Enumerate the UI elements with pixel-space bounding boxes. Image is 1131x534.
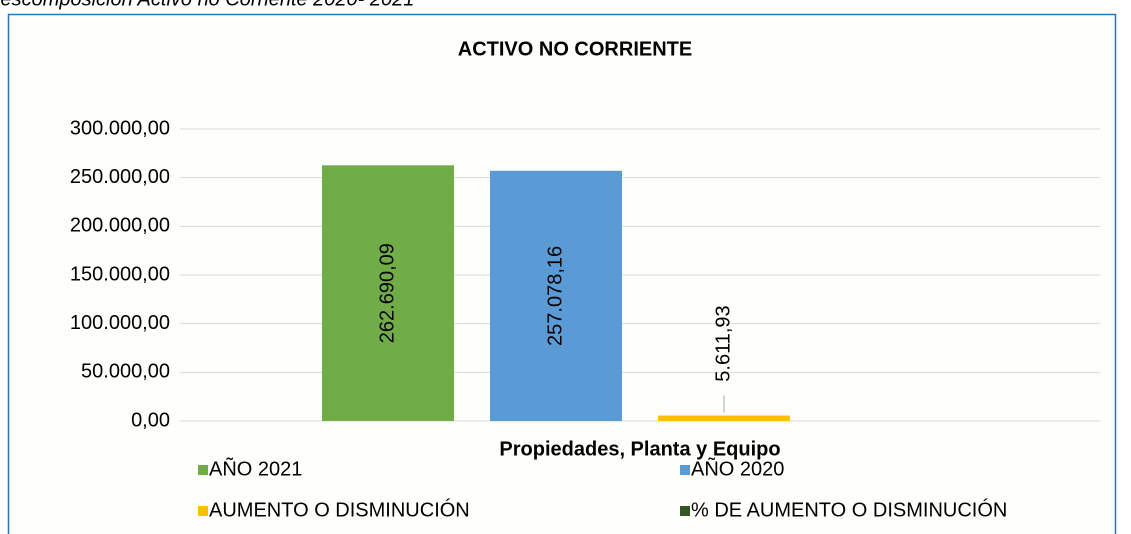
bar — [658, 415, 790, 421]
legend-swatch — [198, 465, 208, 475]
data-label: 262.690,09 — [376, 243, 398, 343]
bar — [322, 165, 454, 421]
legend-label: AÑO 2021 — [209, 456, 302, 480]
y-tick-label: 50.000,00 — [81, 361, 170, 383]
bar — [490, 170, 622, 421]
data-label: 5.611,93 — [712, 305, 734, 381]
y-tick-label: 150.000,00 — [70, 263, 170, 285]
chart-title: ACTIVO NO CORRIENTE — [458, 38, 692, 60]
data-label: 257.078,16 — [544, 246, 566, 346]
y-tick-label: 250.000,00 — [70, 166, 170, 188]
y-tick-label: 100.000,00 — [70, 312, 170, 334]
caption: Descomposición Activo no Corriente 2020-… — [0, 0, 414, 10]
legend-swatch — [680, 465, 690, 475]
legend-swatch — [680, 506, 690, 516]
legend-label: AÑO 2020 — [691, 456, 784, 480]
legend-label: AUMENTO O DISMINUCIÓN — [209, 498, 470, 521]
x-tick-label: Propiedades, Planta y Equipo — [499, 438, 780, 460]
y-tick-label: 0,00 — [131, 409, 170, 431]
legend-label: % DE AUMENTO O DISMINUCIÓN — [691, 498, 1007, 521]
y-tick-label: 200.000,00 — [70, 215, 170, 237]
y-tick-label: 300.000,00 — [70, 117, 170, 139]
legend-swatch — [198, 506, 208, 516]
